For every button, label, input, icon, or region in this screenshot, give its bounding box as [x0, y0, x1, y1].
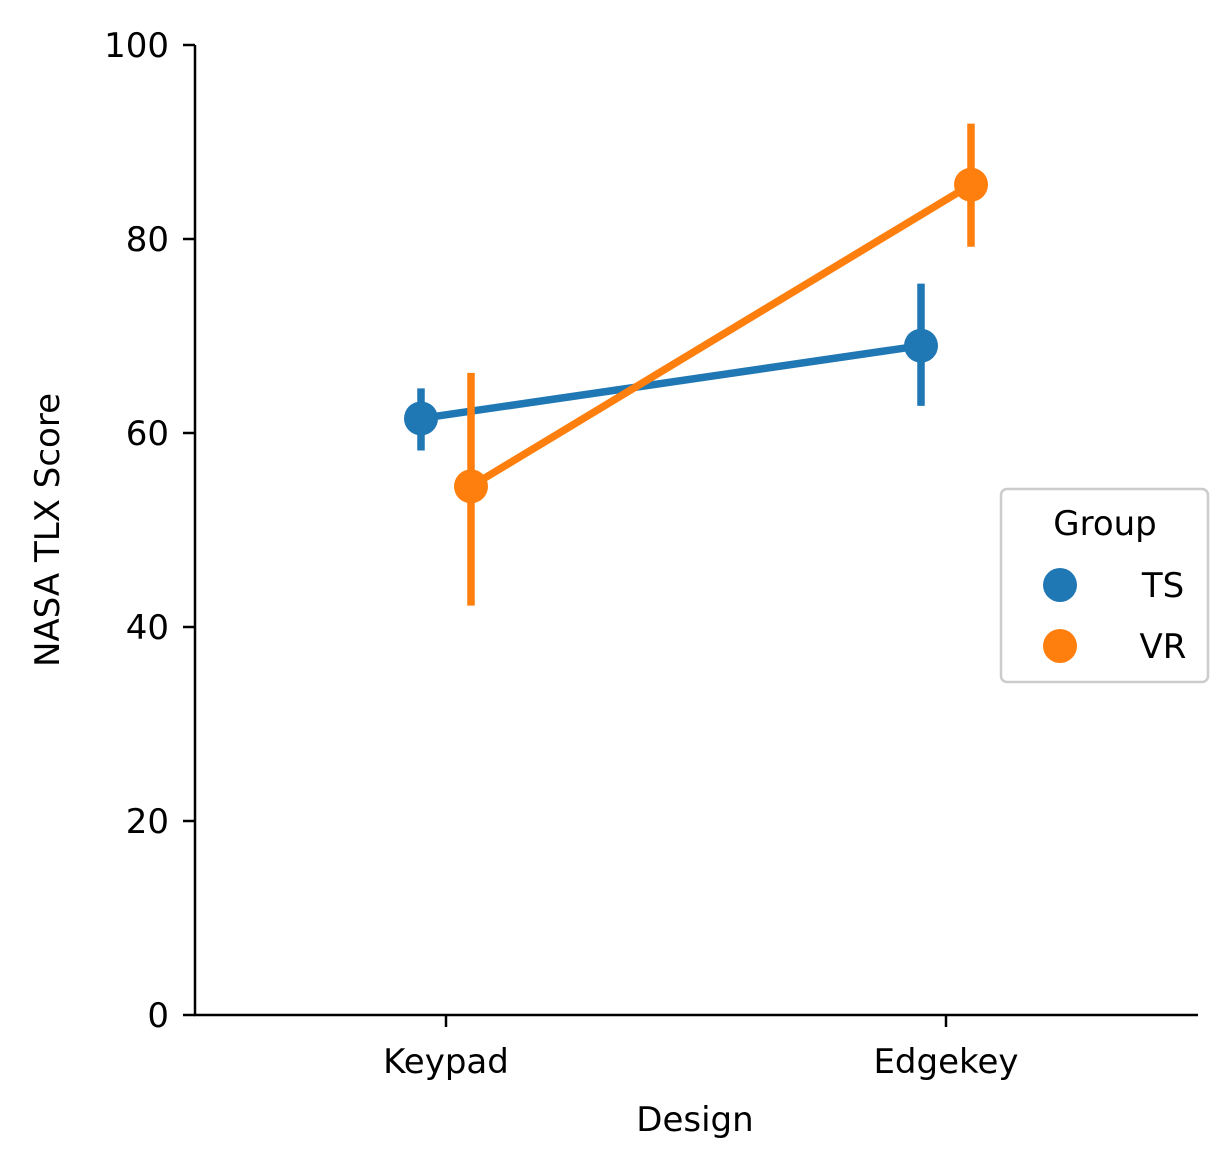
x-tick-label: Keypad — [383, 1042, 509, 1082]
x-tick-label: Edgekey — [873, 1042, 1018, 1082]
legend-marker — [1043, 629, 1077, 663]
x-ticks: Keypad Edgekey — [383, 1015, 1019, 1082]
y-ticks: 0 20 40 60 80 100 — [104, 26, 195, 1036]
y-tick-label: 20 — [126, 802, 169, 842]
data-point — [404, 401, 438, 436]
x-axis-title: Design — [636, 1100, 753, 1140]
y-tick-label: 0 — [147, 996, 169, 1036]
series-vr — [454, 123, 988, 606]
y-tick-label: 100 — [104, 26, 169, 66]
plot-area — [404, 123, 988, 606]
series-ts — [404, 283, 938, 451]
series-line — [469, 181, 973, 490]
axes: 0 20 40 60 80 100 Keypad Edgekey Design NASA T… — [28, 26, 1198, 1140]
y-tick-label: 40 — [126, 608, 169, 648]
legend: Group TS VR — [999, 487, 1210, 684]
legend-title: Group — [1053, 504, 1157, 544]
data-point — [904, 328, 938, 363]
y-tick-label: 60 — [126, 414, 169, 454]
legend-label: TS — [1141, 566, 1184, 606]
series-line — [420, 341, 922, 423]
legend-marker — [1043, 568, 1077, 602]
legend-label: VR — [1140, 627, 1187, 667]
y-axis-title: NASA TLX Score — [28, 393, 68, 667]
data-point — [954, 167, 988, 202]
data-point — [454, 469, 488, 504]
legend-items: TS VR — [1043, 566, 1186, 667]
y-tick-label: 80 — [126, 220, 169, 260]
